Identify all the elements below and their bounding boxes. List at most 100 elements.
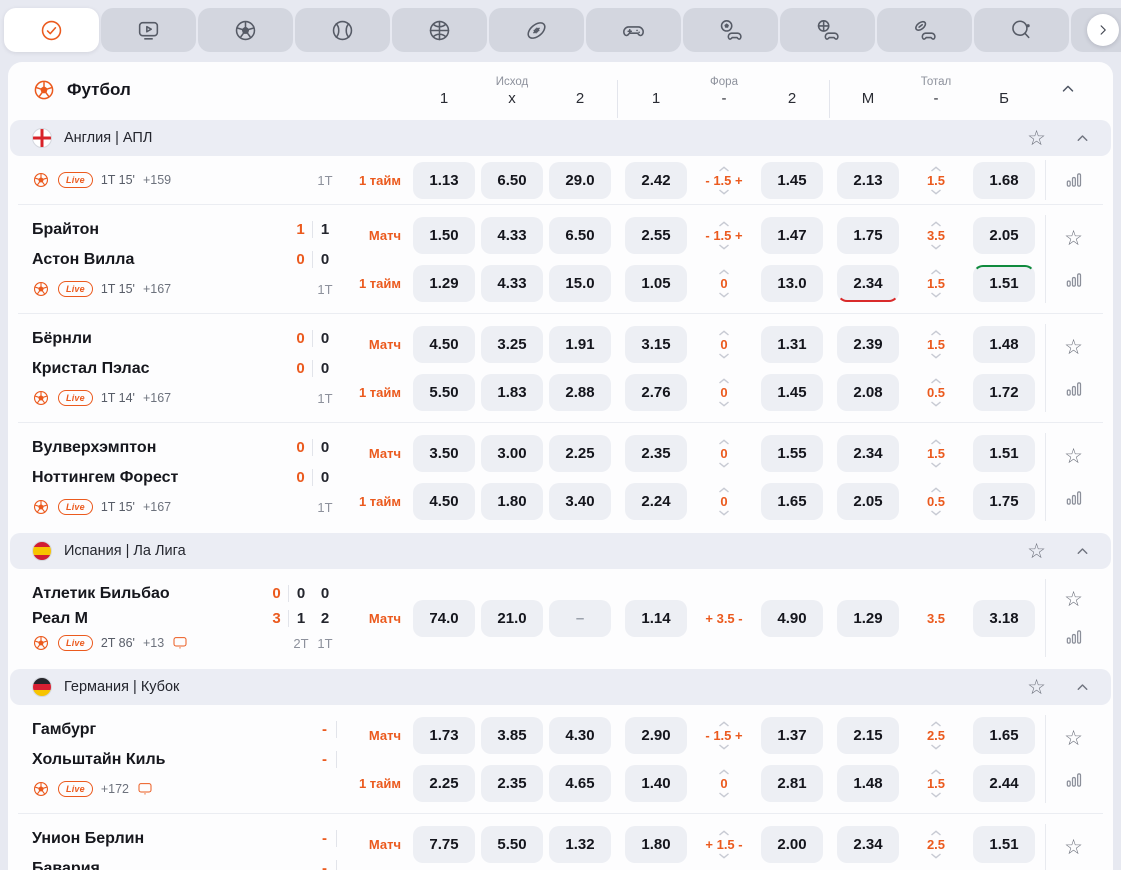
tab-esports-gamepad[interactable]	[586, 8, 681, 52]
odd-button[interactable]: 2.76	[625, 373, 687, 411]
tab-table-tennis[interactable]	[974, 8, 1069, 52]
odd-button[interactable]: 2.05	[973, 216, 1035, 254]
league-header[interactable]: Германия | Кубок ☆	[10, 669, 1111, 705]
odd-button[interactable]: 15.0	[549, 264, 611, 302]
odd-button[interactable]: 1.45	[761, 373, 823, 411]
odd-button[interactable]: 4.33	[481, 216, 543, 254]
odd-button[interactable]: 13.0	[761, 264, 823, 302]
odd-button[interactable]: 3.00	[481, 434, 543, 472]
match[interactable]: Live 1T 15' +159 1T 1 тайм 1.13 6.50 29.0 2.42 - …	[18, 156, 1103, 204]
favorite-league-button[interactable]: ☆	[1027, 675, 1046, 699]
odd-button[interactable]: 5.50	[413, 373, 475, 411]
odd-button[interactable]: 4.65	[549, 764, 611, 802]
favorite-league-button[interactable]: ☆	[1027, 126, 1046, 150]
favorite-star-button[interactable]: ☆	[1064, 226, 1083, 250]
odd-button[interactable]: 1.51	[973, 434, 1035, 472]
favorite-star-button[interactable]: ☆	[1064, 726, 1083, 750]
odd-button[interactable]: 3.40	[549, 482, 611, 520]
line-selector[interactable]: 0	[693, 374, 755, 411]
odd-button[interactable]: 1.91	[549, 325, 611, 363]
odd-button[interactable]: 1.48	[837, 764, 899, 802]
line-selector[interactable]: 0.5	[905, 374, 967, 411]
odd-button[interactable]: 1.47	[761, 216, 823, 254]
odd-button[interactable]: 6.50	[481, 161, 543, 199]
stats-button[interactable]	[1064, 627, 1084, 647]
odd-button[interactable]: 1.32	[549, 825, 611, 863]
odd-button[interactable]: 1.80	[625, 825, 687, 863]
odd-button[interactable]: 3.50	[413, 434, 475, 472]
odd-button[interactable]: 1.72	[973, 373, 1035, 411]
line-selector[interactable]: 3.5	[905, 600, 967, 637]
favorite-league-button[interactable]: ☆	[1027, 539, 1046, 563]
odd-button[interactable]: 1.75	[973, 482, 1035, 520]
odd-button[interactable]: 1.73	[413, 716, 475, 754]
odd-button[interactable]: 4.90	[761, 599, 823, 637]
league-header[interactable]: Испания | Ла Лига ☆	[10, 533, 1111, 569]
match[interactable]: Вулверхэмптон 0 0 Ноттингем Форест 0 0 Live 1T …	[18, 422, 1103, 531]
scroll-tabs-right-button[interactable]	[1087, 14, 1119, 46]
odd-button[interactable]: 3.25	[481, 325, 543, 363]
collapse-league-button[interactable]	[1074, 679, 1091, 696]
line-selector[interactable]: 3.5	[905, 217, 967, 254]
odd-button[interactable]: 1.31	[761, 325, 823, 363]
tab-check-circle[interactable]	[4, 8, 99, 52]
odd-button[interactable]: 1.29	[837, 599, 899, 637]
odd-button[interactable]: 2.25	[549, 434, 611, 472]
line-selector[interactable]: 0	[693, 265, 755, 302]
odd-button[interactable]: 1.45	[761, 161, 823, 199]
odd-button[interactable]: 2.05	[837, 482, 899, 520]
odd-button[interactable]: 2.34	[837, 825, 899, 863]
odd-button[interactable]: 1.48	[973, 325, 1035, 363]
collapse-league-button[interactable]	[1074, 543, 1091, 560]
odd-button[interactable]: 21.0	[481, 599, 543, 637]
odd-button[interactable]: 1.29	[413, 264, 475, 302]
stats-button[interactable]	[1064, 488, 1084, 508]
odd-button[interactable]: 2.35	[625, 434, 687, 472]
odd-button[interactable]: 2.24	[625, 482, 687, 520]
favorite-star-button[interactable]: ☆	[1064, 444, 1083, 468]
line-selector[interactable]: - 1.5 +	[693, 717, 755, 754]
odd-button[interactable]: 2.90	[625, 716, 687, 754]
line-selector[interactable]: 1.5	[905, 435, 967, 472]
line-selector[interactable]: 2.5	[905, 717, 967, 754]
odd-button[interactable]: 3.15	[625, 325, 687, 363]
match[interactable]: Гамбург - Хольштайн Киль - Live +172 Матч 1.73 3…	[18, 705, 1103, 813]
collapse-league-button[interactable]	[1074, 130, 1091, 147]
line-selector[interactable]: + 1.5 -	[693, 826, 755, 863]
odd-button[interactable]: 1.75	[837, 216, 899, 254]
stats-button[interactable]	[1064, 170, 1084, 190]
odd-button[interactable]: –	[549, 599, 611, 637]
odd-button[interactable]: 2.34	[837, 264, 899, 302]
favorite-star-button[interactable]: ☆	[1064, 835, 1083, 859]
tab-american-football[interactable]	[489, 8, 584, 52]
odd-button[interactable]: 2.13	[837, 161, 899, 199]
odd-button[interactable]: 1.83	[481, 373, 543, 411]
odd-button[interactable]: 74.0	[413, 599, 475, 637]
match[interactable]: Унион Берлин-Бавария-Live+204Матч7.755.5…	[18, 813, 1103, 870]
line-selector[interactable]: 1.5	[905, 265, 967, 302]
odd-button[interactable]: 5.50	[481, 825, 543, 863]
odd-button[interactable]: 2.88	[549, 373, 611, 411]
line-selector[interactable]: 1.5	[905, 326, 967, 363]
stats-button[interactable]	[1064, 770, 1084, 790]
odd-button[interactable]: 2.15	[837, 716, 899, 754]
line-selector[interactable]: 0	[693, 435, 755, 472]
line-selector[interactable]: 1.5	[905, 162, 967, 199]
odd-button[interactable]: 1.14	[625, 599, 687, 637]
odd-button[interactable]: 7.75	[413, 825, 475, 863]
match[interactable]: Брайтон 1 1 Астон Вилла 0 0 Live 1T 15' +167 1T Ма…	[18, 204, 1103, 313]
match[interactable]: Бёрнли 0 0 Кристал Пэлас 0 0 Live 1T 14' +167 1T М…	[18, 313, 1103, 422]
odd-button[interactable]: 2.42	[625, 161, 687, 199]
line-selector[interactable]: - 1.5 +	[693, 217, 755, 254]
odd-button[interactable]: 1.50	[413, 216, 475, 254]
odd-button[interactable]: 1.51	[973, 264, 1035, 302]
odd-button[interactable]: 4.50	[413, 482, 475, 520]
line-selector[interactable]: - 1.5 +	[693, 162, 755, 199]
match[interactable]: Атлетик Бильбао 0 0 0 Реал М 3 1 2 Live 2T 86' +13…	[18, 569, 1103, 667]
odd-button[interactable]: 3.85	[481, 716, 543, 754]
odd-button[interactable]: 2.25	[413, 764, 475, 802]
odd-button[interactable]: 2.35	[481, 764, 543, 802]
tab-eamerican-football[interactable]	[877, 8, 972, 52]
odd-button[interactable]: 3.18	[973, 599, 1035, 637]
odd-button[interactable]: 29.0	[549, 161, 611, 199]
